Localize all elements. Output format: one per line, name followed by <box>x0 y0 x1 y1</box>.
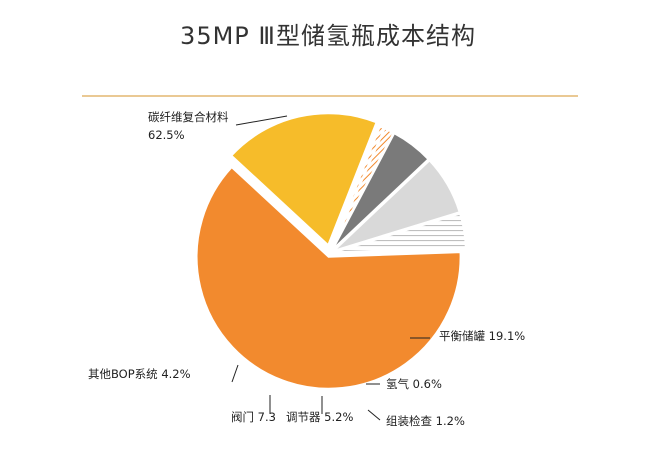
label-valve: 阀门 7.3 <box>231 410 276 424</box>
label-tank: 平衡储罐 19.1% <box>439 329 525 343</box>
pie-slice-6 <box>333 212 467 254</box>
leader-line-3 <box>367 409 381 421</box>
label-bop: 其他BOP系统 4.2% <box>88 367 191 381</box>
pie-slice-0 <box>195 165 462 390</box>
leader-lines <box>231 115 430 421</box>
label-regulator: 调节器 5.2% <box>286 410 353 424</box>
label-assembly: 组装检查 1.2% <box>386 414 465 428</box>
pie-slices <box>195 112 467 390</box>
chart-title: 35MP Ⅲ型储氢瓶成本结构 <box>180 22 476 50</box>
label-hydrogen: 氢气 0.6% <box>386 377 442 391</box>
pie-slice-4 <box>331 131 430 251</box>
label-carbon-name: 碳纤维复合材料 <box>148 110 229 124</box>
pie-slice-1 <box>229 112 378 247</box>
pie-slice-5 <box>332 158 461 252</box>
leader-line-0 <box>235 115 288 126</box>
leader-line-4 <box>231 364 239 383</box>
label-carbon-percent: 62.5% <box>148 128 185 142</box>
